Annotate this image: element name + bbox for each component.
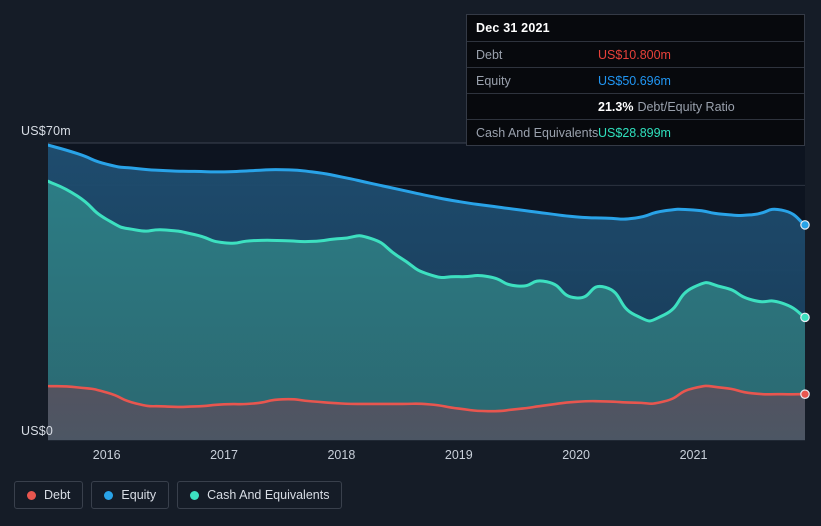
tooltip-row-cash: Cash And Equivalents US$28.899m (467, 119, 804, 145)
chart-legend: Debt Equity Cash And Equivalents (14, 481, 343, 509)
x-axis-tick-label: 2020 (562, 448, 590, 462)
tooltip-equity-value: US$50.696m (598, 73, 671, 88)
tooltip-ratio-label: Debt/Equity Ratio (637, 99, 735, 114)
tooltip-debt-label: Debt (476, 47, 503, 62)
x-axis-tick-label: 2017 (210, 448, 238, 462)
tooltip-ratio: 21.3% Debt/Equity Ratio (598, 100, 735, 114)
endpoint-marker (800, 220, 810, 230)
tooltip-debt-value: US$10.800m (598, 47, 671, 62)
tooltip-ratio-value: 21.3% (598, 99, 634, 114)
cash-area (48, 181, 805, 440)
endpoint-marker (800, 389, 810, 399)
x-axis-tick-label: 2019 (444, 448, 473, 462)
series-endpoint-markers (800, 220, 810, 399)
x-axis-tick-label: 2021 (679, 448, 708, 462)
legend-item-debt[interactable]: Debt (14, 481, 84, 509)
legend-label: Debt (44, 488, 71, 502)
legend-label: Cash And Equivalents (207, 488, 330, 502)
data-tooltip: Dec 31 2021 Debt US$10.800m Equity US$50… (466, 14, 805, 146)
tooltip-row-ratio: 21.3% Debt/Equity Ratio (467, 93, 804, 119)
cash-line (48, 179, 805, 323)
legend-color-dot (190, 490, 200, 500)
tooltip-equity-label: Equity (476, 73, 511, 88)
tooltip-date: Dec 31 2021 (476, 21, 550, 35)
x-axis-tick-label: 2016 (92, 448, 121, 462)
debt-line (48, 384, 805, 413)
legend-item-cash-and-equivalents[interactable]: Cash And Equivalents (177, 481, 343, 509)
legend-color-dot (104, 490, 114, 500)
legend-label: Equity (121, 488, 157, 502)
endpoint-marker (800, 312, 810, 323)
tooltip-row-debt: Debt US$10.800m (467, 41, 804, 67)
y-axis-min-label: US$0 (21, 424, 54, 438)
chart-svg (48, 142, 810, 441)
equity-line (48, 143, 805, 227)
tooltip-cash-value: US$28.899m (598, 125, 671, 140)
debt-area (48, 385, 805, 440)
x-axis-tick-label: 2018 (327, 448, 356, 462)
tooltip-row-equity: Equity US$50.696m (467, 67, 804, 93)
legend-item-equity[interactable]: Equity (91, 481, 170, 509)
legend-color-dot (27, 490, 36, 500)
tooltip-cash-label: Cash And Equivalents (476, 125, 599, 140)
y-axis-max-label: US$70m (21, 124, 71, 138)
